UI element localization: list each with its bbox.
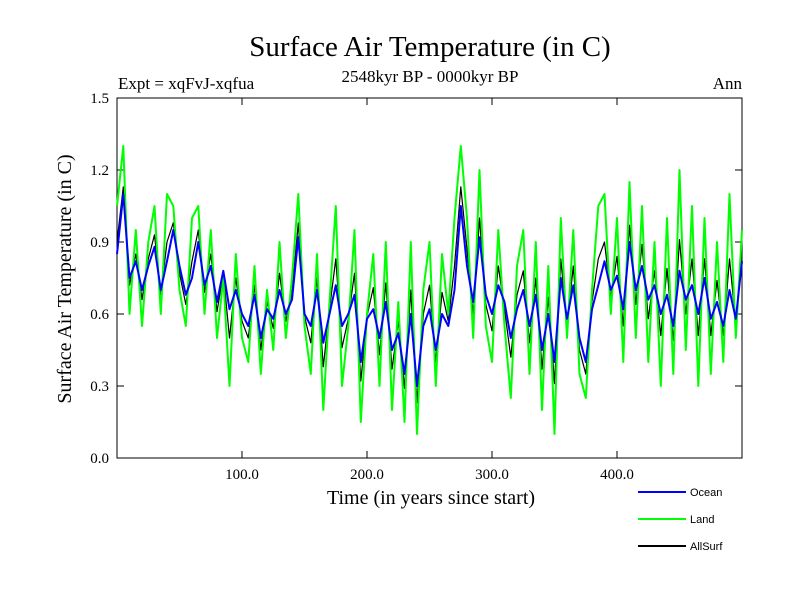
series-line-ocean <box>116 193 743 387</box>
y-tick-label: 0.9 <box>90 235 109 251</box>
series-line-land <box>116 145 743 435</box>
x-tick-label: 200.0 <box>350 467 384 483</box>
x-axis-label: Time (in years since start) <box>327 487 535 509</box>
y-tick-label: 0.0 <box>90 451 109 467</box>
legend: Ocean Land AllSurf <box>638 487 723 553</box>
legend-label-ocean: Ocean <box>690 487 722 499</box>
chart-subtitle: 2548kyr BP - 0000kyr BP <box>342 67 519 86</box>
y-tick-label: 0.3 <box>90 379 109 395</box>
y-tick-label: 0.6 <box>90 307 109 323</box>
axis-ticks: 0.0 0.3 0.6 0.9 1.2 1.5 100.0 200.0 300.0 400.0 <box>90 91 742 483</box>
x-tick-label: 300.0 <box>475 467 509 483</box>
legend-label-land: Land <box>690 514 714 526</box>
chart-title: Surface Air Temperature (in C) <box>249 31 610 63</box>
y-tick-label: 1.2 <box>90 163 109 179</box>
experiment-label: Expt = xqFvJ-xqfua <box>118 74 255 93</box>
y-axis-label: Surface Air Temperature (in C) <box>54 154 76 403</box>
season-label: Ann <box>713 74 743 93</box>
legend-label-allsurf: AllSurf <box>690 541 723 553</box>
x-tick-label: 400.0 <box>600 467 634 483</box>
plot-frame <box>116 97 743 459</box>
x-tick-label: 100.0 <box>225 467 259 483</box>
y-tick-label: 1.5 <box>90 91 109 107</box>
series-lines <box>116 145 743 435</box>
